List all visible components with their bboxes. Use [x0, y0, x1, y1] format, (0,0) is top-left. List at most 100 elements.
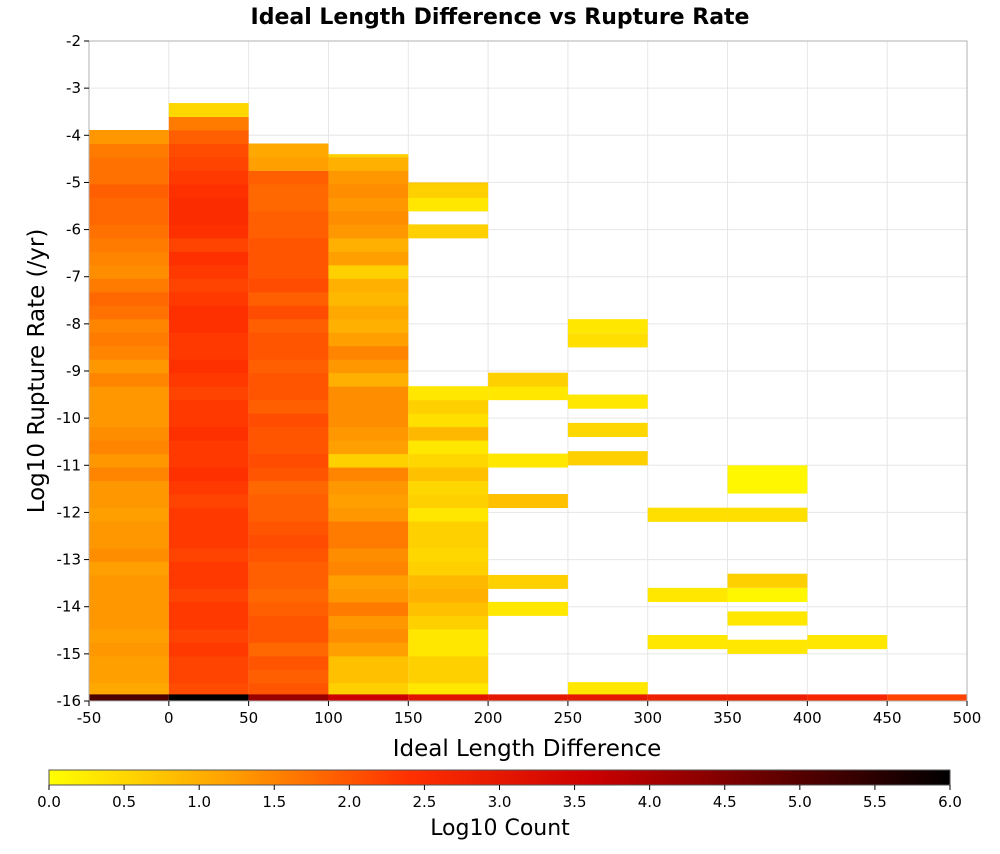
colorbar-tick-label: 3.0 [488, 793, 512, 811]
heatmap-cell [328, 467, 409, 482]
heatmap-cell [248, 547, 329, 562]
heatmap-cell [168, 642, 249, 657]
x-tick-label: 400 [793, 709, 822, 727]
heatmap-cell [89, 413, 169, 428]
heatmap-cell [488, 386, 568, 401]
heatmap-cell [328, 251, 409, 266]
heatmap-cell [328, 305, 409, 320]
heatmap-cell [408, 224, 489, 239]
heatmap-cell [408, 588, 489, 603]
heatmap-cell [248, 372, 329, 387]
heatmap-cell [248, 345, 329, 360]
heatmap-cell [328, 278, 409, 293]
heatmap-cell [168, 534, 249, 549]
heatmap-cell [248, 628, 329, 643]
heatmap-cell [248, 359, 329, 374]
heatmap-cell-bottom [887, 694, 967, 701]
heatmap-cell [89, 130, 169, 144]
heatmap-cell [328, 494, 409, 509]
heatmap-cell [168, 183, 249, 198]
heatmap-cell-bottom [89, 694, 169, 701]
heatmap-cell [168, 521, 249, 535]
heatmap-cell [168, 628, 249, 643]
heatmap-cell [328, 237, 409, 252]
heatmap-cell [408, 494, 489, 509]
heatmap-cell [328, 183, 409, 198]
heatmap-cell [488, 601, 568, 616]
heatmap-cell [168, 359, 249, 374]
heatmap-cell [727, 507, 808, 522]
heatmap-cell [89, 480, 169, 495]
heatmap-cell [567, 682, 648, 697]
heatmap-cell [328, 197, 409, 212]
heatmap-cell [168, 372, 249, 387]
heatmap-cell [248, 669, 329, 684]
heatmap-cell [168, 669, 249, 684]
heatmap-cell [248, 413, 329, 428]
heatmap-cell [89, 291, 169, 306]
heatmap-cell [168, 264, 249, 279]
colorbar-ticks: 0.0 0.5 1.0 1.5 2.0 2.5 3.0 3.5 4.0 4.5 5.0 5.5 6.0 [37, 785, 962, 811]
x-tick-label: 200 [474, 709, 503, 727]
chart-title: Ideal Length Difference vs Rupture Rate [251, 5, 750, 30]
heatmap-cell [89, 682, 169, 697]
heatmap-cell [408, 183, 489, 198]
heatmap-cell [89, 170, 169, 185]
heatmap-cell [328, 224, 409, 239]
heatmap-cell [89, 642, 169, 657]
heatmap-cell [248, 655, 329, 670]
heatmap-cell [168, 507, 249, 522]
heatmap-cell [89, 588, 169, 603]
heatmap-cell [89, 251, 169, 266]
heatmap-cell [168, 210, 249, 225]
heatmap-cell [168, 601, 249, 616]
heatmap-cell [408, 413, 489, 428]
heatmap-cell [248, 521, 329, 535]
heatmap-cell [488, 372, 568, 387]
heatmap-cell [168, 655, 249, 670]
heatmap-cell [328, 386, 409, 401]
y-tick-label: -3 [66, 79, 81, 97]
heatmap-cell [248, 291, 329, 306]
heatmap-cell [89, 399, 169, 414]
heatmap-cell [89, 210, 169, 225]
heatmap-cell [168, 440, 249, 455]
heatmap-cell [408, 574, 489, 589]
heatmap-cell [727, 465, 808, 494]
heatmap-cell [89, 224, 169, 239]
heatmap-cell [248, 467, 329, 482]
x-axis-ticks: -50 0 50 100 150 200 250 300 350 400 450 500 [77, 701, 981, 727]
heatmap-cell [248, 156, 329, 171]
heatmap-cell [168, 224, 249, 239]
heatmap-cell [89, 467, 169, 482]
colorbar-tick-label: 2.0 [337, 793, 361, 811]
heatmap-cell [727, 611, 808, 626]
heatmap-cell [89, 386, 169, 401]
heatmap-cell [408, 182, 489, 185]
heatmap-cell [408, 197, 489, 212]
y-tick-label: -14 [57, 598, 82, 616]
heatmap-cell [408, 669, 489, 684]
heatmap-cell [248, 642, 329, 657]
x-tick-label: 300 [633, 709, 662, 727]
heatmap-cell [168, 547, 249, 562]
heatmap-cell [89, 197, 169, 212]
heatmap-cell-bottom [567, 694, 648, 701]
heatmap-cell [567, 394, 648, 409]
x-tick-label: 100 [314, 709, 343, 727]
heatmap-cell [168, 130, 249, 144]
heatmap-cell [248, 494, 329, 509]
y-tick-label: -6 [66, 221, 81, 239]
heatmap-cell [168, 399, 249, 414]
heatmap-cell [168, 332, 249, 347]
heatmap-cell [328, 588, 409, 603]
heatmap-cells [89, 103, 967, 701]
heatmap-cell [168, 170, 249, 185]
heatmap-cell [408, 682, 489, 697]
heatmap-cell [727, 573, 808, 588]
colorbar-tick-label: 1.0 [187, 793, 211, 811]
y-tick-label: -7 [66, 268, 81, 286]
heatmap-cell [168, 386, 249, 401]
